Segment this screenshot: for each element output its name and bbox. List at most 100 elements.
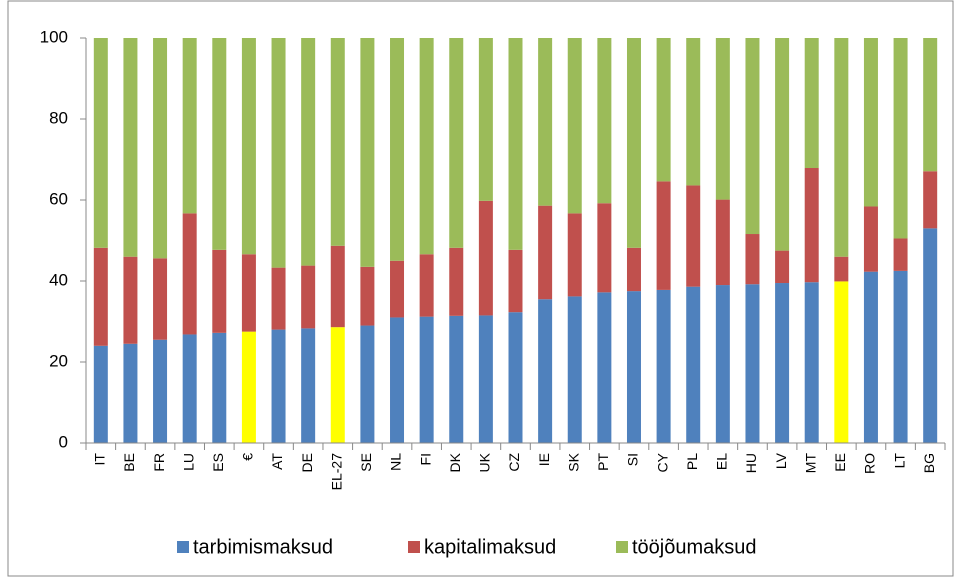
x-tick-label: RO xyxy=(862,453,878,474)
bar-segment xyxy=(93,38,108,248)
bar-segment xyxy=(153,339,168,443)
bar-segment xyxy=(360,325,375,443)
bar-segment xyxy=(390,317,405,443)
bar-segment xyxy=(330,327,345,443)
bar-segment xyxy=(449,38,464,248)
x-tick-label: SK xyxy=(565,452,581,471)
x-tick-label: EL xyxy=(714,453,730,470)
bar-segment xyxy=(241,38,256,255)
bar-segment xyxy=(271,267,286,330)
bar-segment xyxy=(745,234,760,285)
bar-segment xyxy=(390,38,405,261)
bar-segment xyxy=(597,38,612,204)
legend-label: tarbimismaksud xyxy=(193,536,333,558)
bar-segment xyxy=(626,247,641,292)
x-tick-label: SI xyxy=(625,453,641,466)
bar-segment xyxy=(360,266,375,326)
bar-segment xyxy=(893,38,908,239)
bar-segment xyxy=(478,315,493,443)
x-tick-label: € xyxy=(240,453,256,461)
x-tick-label: SE xyxy=(358,453,374,472)
bar-segment xyxy=(745,284,760,443)
bar-segment xyxy=(715,285,730,443)
bar-segment xyxy=(834,38,849,257)
y-tick-label: 100 xyxy=(40,27,68,46)
bar-segment xyxy=(804,38,819,169)
bar-segment xyxy=(449,315,464,443)
bar-segment xyxy=(419,254,434,317)
bar-segment xyxy=(686,286,701,443)
bar-segment xyxy=(775,38,790,251)
bar-segment xyxy=(330,245,345,328)
bar-segment xyxy=(478,200,493,316)
bar-segment xyxy=(449,247,464,316)
bar-segment xyxy=(775,283,790,443)
bar-segment xyxy=(301,265,316,329)
y-tick-label: 80 xyxy=(49,108,68,127)
bar-segment xyxy=(745,38,760,235)
bar-segment xyxy=(241,331,256,443)
x-tick-label: UK xyxy=(477,452,493,472)
bar-segment xyxy=(212,332,227,443)
bar-segment xyxy=(863,206,878,272)
bar-segment xyxy=(508,249,523,313)
bar-segment xyxy=(686,38,701,186)
bar-segment xyxy=(626,291,641,443)
x-tick-label: AT xyxy=(269,453,285,470)
legend-swatch xyxy=(177,541,189,553)
bar-segment xyxy=(597,292,612,443)
legend-swatch xyxy=(408,541,420,553)
bar-segment xyxy=(656,38,671,182)
bar-segment xyxy=(182,213,197,335)
bar-segment xyxy=(626,38,641,248)
x-tick-label: LV xyxy=(773,452,789,469)
x-tick-label: LU xyxy=(180,453,196,471)
bar-segment xyxy=(241,254,256,332)
x-tick-label: FI xyxy=(417,453,433,465)
bar-segment xyxy=(775,250,790,284)
x-tick-label: HU xyxy=(743,453,759,473)
bar-segment xyxy=(271,38,286,268)
x-tick-label: LT xyxy=(891,453,907,469)
y-tick-label: 40 xyxy=(49,270,68,289)
x-tick-label: PT xyxy=(595,453,611,471)
bar-segment xyxy=(390,260,405,318)
bar-segment xyxy=(330,38,345,246)
bar-segment xyxy=(419,38,434,255)
bar-segment xyxy=(212,38,227,250)
y-tick-label: 20 xyxy=(49,351,68,370)
bar-segment xyxy=(419,316,434,443)
bar-segment xyxy=(893,238,908,271)
bar-segment xyxy=(686,185,701,287)
x-tick-label: PL xyxy=(684,453,700,470)
bar-segment xyxy=(863,38,878,207)
x-tick-label: IE xyxy=(536,453,552,466)
x-tick-label: EE xyxy=(832,453,848,472)
bar-segment xyxy=(153,258,168,340)
bar-segment xyxy=(715,199,730,286)
bar-segment xyxy=(271,329,286,443)
x-tick-label: CZ xyxy=(506,453,522,472)
x-tick-label: DE xyxy=(299,453,315,472)
bar-segment xyxy=(834,256,849,282)
x-tick-label: CY xyxy=(654,452,670,472)
x-tick-label: BE xyxy=(121,453,137,472)
x-tick-label: MT xyxy=(802,453,818,474)
bar-segment xyxy=(301,328,316,443)
bar-segment xyxy=(123,343,138,443)
bar-segment xyxy=(538,299,553,443)
bar-segment xyxy=(863,271,878,443)
legend-label: kapitalimaksud xyxy=(424,536,556,558)
x-tick-label: ES xyxy=(210,453,226,472)
bar-segment xyxy=(804,282,819,443)
bar-segment xyxy=(567,38,582,214)
bar-segment xyxy=(153,38,168,259)
bar-segment xyxy=(93,345,108,443)
bar-segment xyxy=(656,181,671,290)
bar-segment xyxy=(93,247,108,346)
bar-segment xyxy=(123,256,138,344)
y-tick-label: 60 xyxy=(49,189,68,208)
bar-segment xyxy=(923,171,938,229)
bar-segment xyxy=(656,289,671,443)
